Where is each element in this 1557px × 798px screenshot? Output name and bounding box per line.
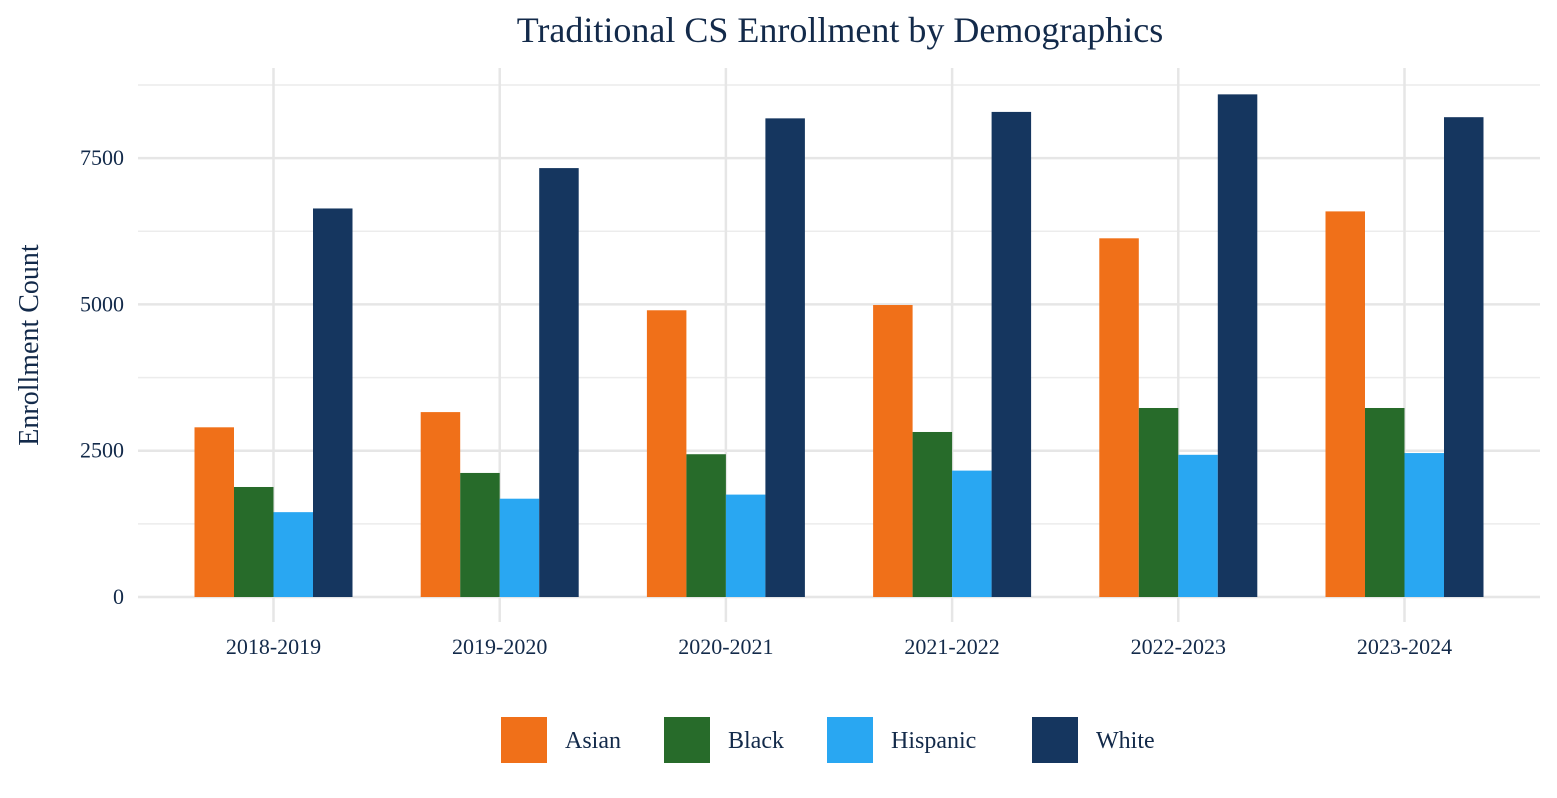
bar-asian-2022-2023 bbox=[1099, 238, 1139, 597]
y-tick-labels: 0 2500 5000 7500 bbox=[80, 145, 124, 609]
bar-hispanic-2020-2021 bbox=[725, 494, 766, 597]
y-axis-title: Enrollment Count bbox=[14, 244, 45, 446]
bar-black-2019-2020 bbox=[460, 472, 500, 597]
x-tick-label: 2020-2021 bbox=[678, 634, 773, 659]
bar-white-2021-2022 bbox=[991, 111, 1032, 598]
bar-hispanic-2018-2019 bbox=[273, 512, 313, 597]
legend-swatch-hispanic bbox=[827, 717, 873, 763]
legend-label-asian: Asian bbox=[565, 728, 621, 754]
bar-hispanic-2021-2022 bbox=[952, 470, 992, 597]
x-tick-label: 2019-2020 bbox=[452, 634, 547, 659]
bar-white-2018-2019 bbox=[313, 208, 353, 597]
bar-asian-2021-2022 bbox=[873, 305, 913, 597]
y-tick-label: 5000 bbox=[80, 291, 124, 316]
y-tick-label: 7500 bbox=[80, 145, 124, 170]
bar-asian-2019-2020 bbox=[420, 412, 461, 597]
bar-black-2022-2023 bbox=[1138, 407, 1179, 597]
bar-white-2020-2021 bbox=[765, 118, 805, 597]
x-tick-label: 2021-2022 bbox=[904, 634, 999, 659]
y-tick-label: 0 bbox=[113, 584, 124, 609]
bars bbox=[194, 94, 1484, 598]
bar-hispanic-2022-2023 bbox=[1178, 454, 1218, 597]
legend-swatch-asian bbox=[501, 717, 547, 763]
bar-asian-2023-2024 bbox=[1325, 211, 1365, 597]
bar-asian-2018-2019 bbox=[194, 427, 234, 597]
legend-label-white: White bbox=[1096, 728, 1155, 754]
bar-hispanic-2023-2024 bbox=[1404, 453, 1444, 597]
legend: Asian Black Hispanic White bbox=[501, 717, 1155, 763]
bar-hispanic-2019-2020 bbox=[499, 498, 540, 597]
x-tick-label: 2018-2019 bbox=[226, 634, 321, 659]
y-tick-label: 2500 bbox=[80, 438, 124, 463]
x-tick-label: 2022-2023 bbox=[1131, 634, 1226, 659]
chart-title: Traditional CS Enrollment by Demographic… bbox=[517, 10, 1164, 50]
x-tick-label: 2023-2024 bbox=[1357, 634, 1452, 659]
legend-swatch-white bbox=[1032, 717, 1078, 763]
bar-white-2022-2023 bbox=[1217, 94, 1258, 597]
bar-white-2023-2024 bbox=[1444, 117, 1484, 597]
bar-black-2023-2024 bbox=[1365, 407, 1405, 597]
bar-asian-2020-2021 bbox=[646, 310, 687, 597]
bar-black-2018-2019 bbox=[234, 486, 274, 597]
legend-swatch-black bbox=[664, 717, 710, 763]
bar-black-2021-2022 bbox=[912, 431, 953, 597]
bar-black-2020-2021 bbox=[686, 454, 726, 597]
x-tick-labels: 2018-2019 2019-2020 2020-2021 2021-2022 2022… bbox=[226, 634, 1452, 659]
bar-white-2019-2020 bbox=[539, 168, 579, 598]
legend-label-hispanic: Hispanic bbox=[891, 728, 976, 754]
legend-label-black: Black bbox=[728, 728, 784, 754]
